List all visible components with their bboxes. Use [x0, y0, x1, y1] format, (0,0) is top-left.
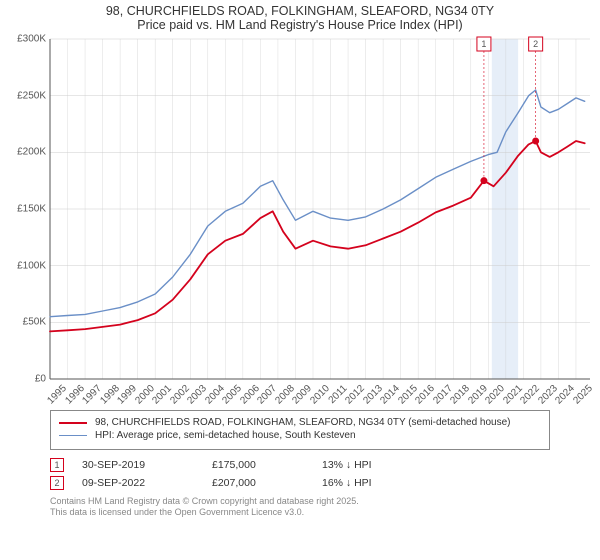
legend-item-hpi: HPI: Average price, semi-detached house,…	[59, 430, 541, 441]
svg-text:2: 2	[533, 39, 538, 49]
marker-row-1: 1 30-SEP-2019 £175,000 13% ↓ HPI	[50, 456, 550, 474]
y-tick-label: £0	[35, 374, 46, 385]
plot-svg: 12	[50, 39, 590, 379]
marker-date-1: 30-SEP-2019	[82, 459, 212, 471]
attribution-line2: This data is licensed under the Open Gov…	[50, 507, 550, 518]
marker-table: 1 30-SEP-2019 £175,000 13% ↓ HPI 2 09-SE…	[50, 456, 550, 492]
marker-delta-1: 13% ↓ HPI	[322, 459, 432, 471]
chart-area: 12 £0£50K£100K£150K£200K£250K£300K199519…	[0, 34, 600, 404]
legend-swatch-price-paid	[59, 422, 87, 424]
svg-text:1: 1	[481, 39, 486, 49]
title-line1: 98, CHURCHFIELDS ROAD, FOLKINGHAM, SLEAF…	[0, 4, 600, 18]
y-tick-label: £300K	[17, 34, 46, 45]
x-tick-label: 2025	[571, 383, 595, 407]
marker-date-2: 09-SEP-2022	[82, 477, 212, 489]
title-block: 98, CHURCHFIELDS ROAD, FOLKINGHAM, SLEAF…	[0, 0, 600, 34]
x-tick-label: 1995	[45, 383, 69, 407]
legend-item-price-paid: 98, CHURCHFIELDS ROAD, FOLKINGHAM, SLEAF…	[59, 417, 541, 428]
marker-badge-2-num: 2	[54, 478, 59, 488]
marker-delta-2: 16% ↓ HPI	[322, 477, 432, 489]
y-tick-label: £100K	[17, 260, 46, 271]
y-tick-label: £250K	[17, 90, 46, 101]
title-line2: Price paid vs. HM Land Registry's House …	[0, 18, 600, 32]
marker-badge-1-num: 1	[54, 460, 59, 470]
y-tick-label: £150K	[17, 204, 46, 215]
legend-swatch-hpi	[59, 435, 87, 436]
legend-label-price-paid: 98, CHURCHFIELDS ROAD, FOLKINGHAM, SLEAF…	[95, 417, 511, 428]
legend: 98, CHURCHFIELDS ROAD, FOLKINGHAM, SLEAF…	[50, 410, 550, 450]
marker-price-1: £175,000	[212, 459, 322, 471]
attribution-line1: Contains HM Land Registry data © Crown c…	[50, 496, 550, 507]
x-tick-label: 2011	[326, 383, 349, 406]
marker-badge-1: 1	[50, 458, 64, 472]
marker-row-2: 2 09-SEP-2022 £207,000 16% ↓ HPI	[50, 474, 550, 492]
marker-badge-2: 2	[50, 476, 64, 490]
legend-label-hpi: HPI: Average price, semi-detached house,…	[95, 430, 356, 441]
attribution: Contains HM Land Registry data © Crown c…	[50, 496, 550, 519]
y-tick-label: £200K	[17, 147, 46, 158]
marker-price-2: £207,000	[212, 477, 322, 489]
chart-container: 98, CHURCHFIELDS ROAD, FOLKINGHAM, SLEAF…	[0, 0, 600, 560]
plot-area: 12 £0£50K£100K£150K£200K£250K£300K199519…	[50, 39, 590, 379]
y-tick-label: £50K	[23, 317, 46, 328]
